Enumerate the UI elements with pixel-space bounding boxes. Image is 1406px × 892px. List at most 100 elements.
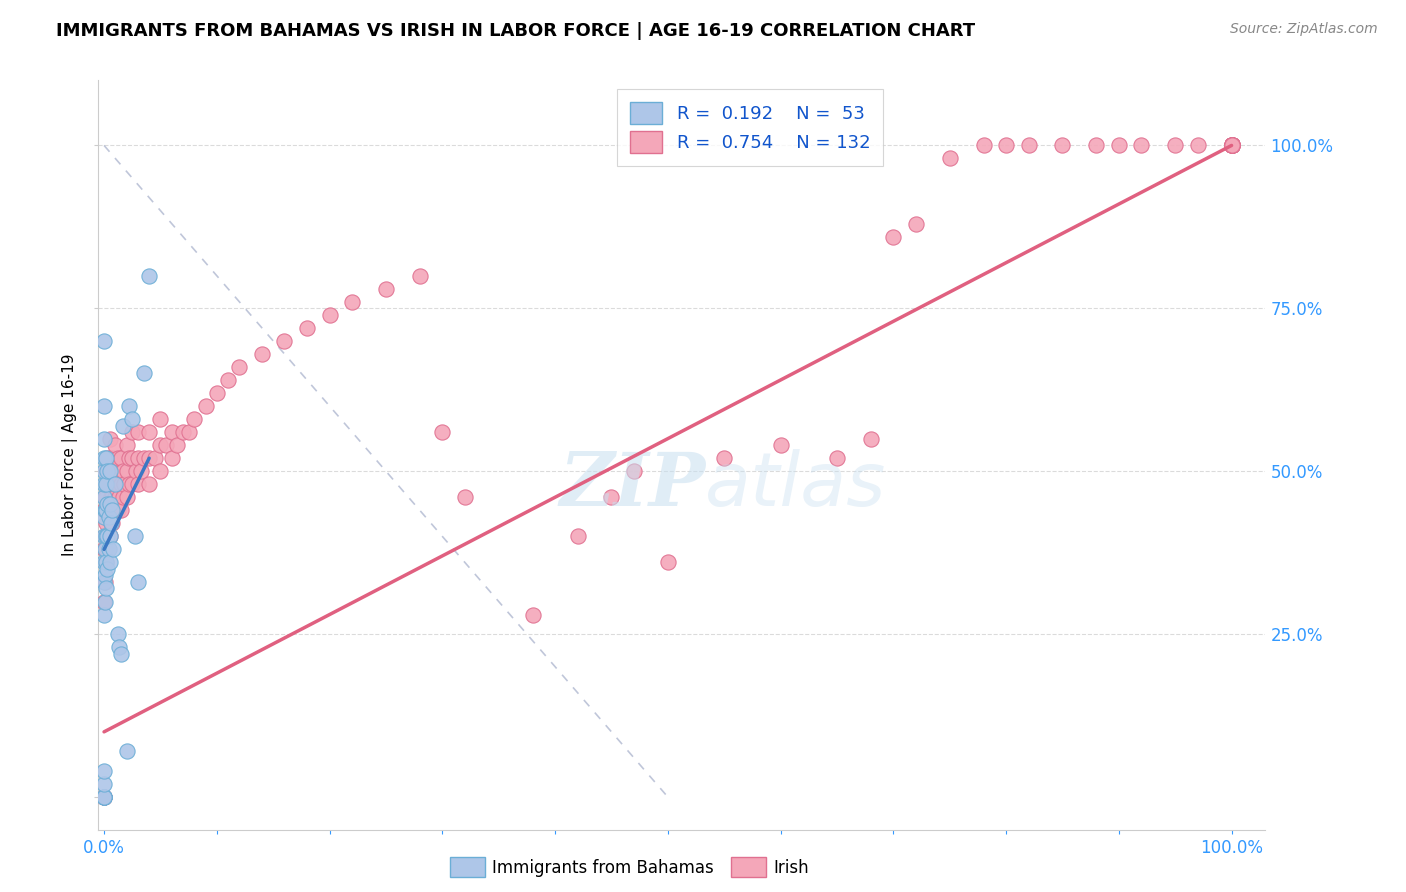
Point (177, 425, 200, 439)
Point (522, 607, 544, 622)
Point (93, 432, 115, 446)
Point (250, 347, 273, 361)
Point (96, 582, 118, 596)
Point (1108, 138, 1130, 153)
Point (97, 542, 120, 557)
Point (103, 503, 125, 517)
Point (138, 268, 160, 283)
Point (93, 594, 115, 608)
Point (93, 764, 115, 778)
Point (1164, 138, 1187, 153)
Point (107, 451, 129, 466)
Point (657, 556, 679, 570)
Point (149, 412, 172, 426)
Point (93, 464, 115, 478)
Point (115, 464, 138, 478)
Point (432, 425, 454, 439)
Point (340, 294, 363, 309)
Point (166, 438, 188, 452)
Point (93, 789, 115, 804)
Point (115, 438, 138, 452)
Point (138, 477, 160, 491)
Point (93, 607, 115, 622)
Point (160, 451, 183, 466)
Point (995, 138, 1018, 153)
Point (138, 425, 160, 439)
Point (96, 503, 118, 517)
Point (112, 477, 135, 491)
Point (121, 412, 143, 426)
Point (183, 412, 205, 426)
Point (107, 490, 129, 504)
Point (96, 556, 118, 570)
Point (96, 490, 118, 504)
Point (713, 451, 735, 466)
Point (97, 529, 120, 543)
Point (94, 529, 117, 543)
Point (110, 451, 132, 466)
Point (127, 451, 149, 466)
Point (93, 477, 115, 491)
Point (94, 490, 117, 504)
Point (101, 542, 124, 557)
Point (96, 529, 118, 543)
Point (115, 490, 138, 504)
Point (374, 282, 396, 296)
Point (1220, 138, 1243, 153)
Point (228, 359, 250, 374)
Point (101, 503, 124, 517)
Legend: R =  0.192    N =  53, R =  0.754    N = 132: R = 0.192 N = 53, R = 0.754 N = 132 (617, 89, 883, 166)
Point (194, 399, 217, 413)
Point (107, 477, 129, 491)
Point (98, 556, 121, 570)
Point (96, 516, 118, 531)
Point (859, 432, 882, 446)
Point (104, 490, 127, 504)
Point (96, 477, 118, 491)
Point (93, 789, 115, 804)
Point (129, 464, 152, 478)
Point (138, 451, 160, 466)
Point (160, 425, 183, 439)
Text: Irish: Irish (773, 859, 808, 877)
Point (101, 490, 124, 504)
Point (93, 789, 115, 804)
Point (118, 399, 141, 413)
Point (1220, 138, 1243, 153)
Point (100, 464, 122, 478)
Point (1220, 138, 1243, 153)
Point (143, 451, 166, 466)
Point (132, 451, 155, 466)
Point (1220, 138, 1243, 153)
Point (110, 503, 132, 517)
Point (454, 490, 477, 504)
Point (93, 509, 115, 524)
Point (172, 425, 194, 439)
Point (127, 425, 149, 439)
Point (1220, 138, 1243, 153)
Point (1220, 138, 1243, 153)
Text: Source: ZipAtlas.com: Source: ZipAtlas.com (1230, 22, 1378, 37)
Point (96, 562, 118, 576)
Point (115, 744, 138, 758)
Text: atlas: atlas (706, 449, 887, 521)
Point (97, 477, 120, 491)
Point (1220, 138, 1243, 153)
Point (93, 542, 115, 557)
Point (98, 451, 121, 466)
Point (149, 438, 172, 452)
Point (98, 497, 121, 511)
Point (98, 464, 121, 478)
Point (98, 477, 121, 491)
Point (101, 503, 124, 517)
Point (1130, 138, 1153, 153)
Point (1187, 138, 1209, 153)
Point (1220, 138, 1243, 153)
Point (1220, 138, 1243, 153)
Point (1220, 138, 1243, 153)
Text: IMMIGRANTS FROM BAHAMAS VS IRISH IN LABOR FORCE | AGE 16-19 CORRELATION CHART: IMMIGRANTS FROM BAHAMAS VS IRISH IN LABO… (56, 22, 976, 40)
Point (149, 464, 172, 478)
Point (882, 229, 904, 244)
Point (1018, 138, 1040, 153)
Point (93, 399, 115, 413)
